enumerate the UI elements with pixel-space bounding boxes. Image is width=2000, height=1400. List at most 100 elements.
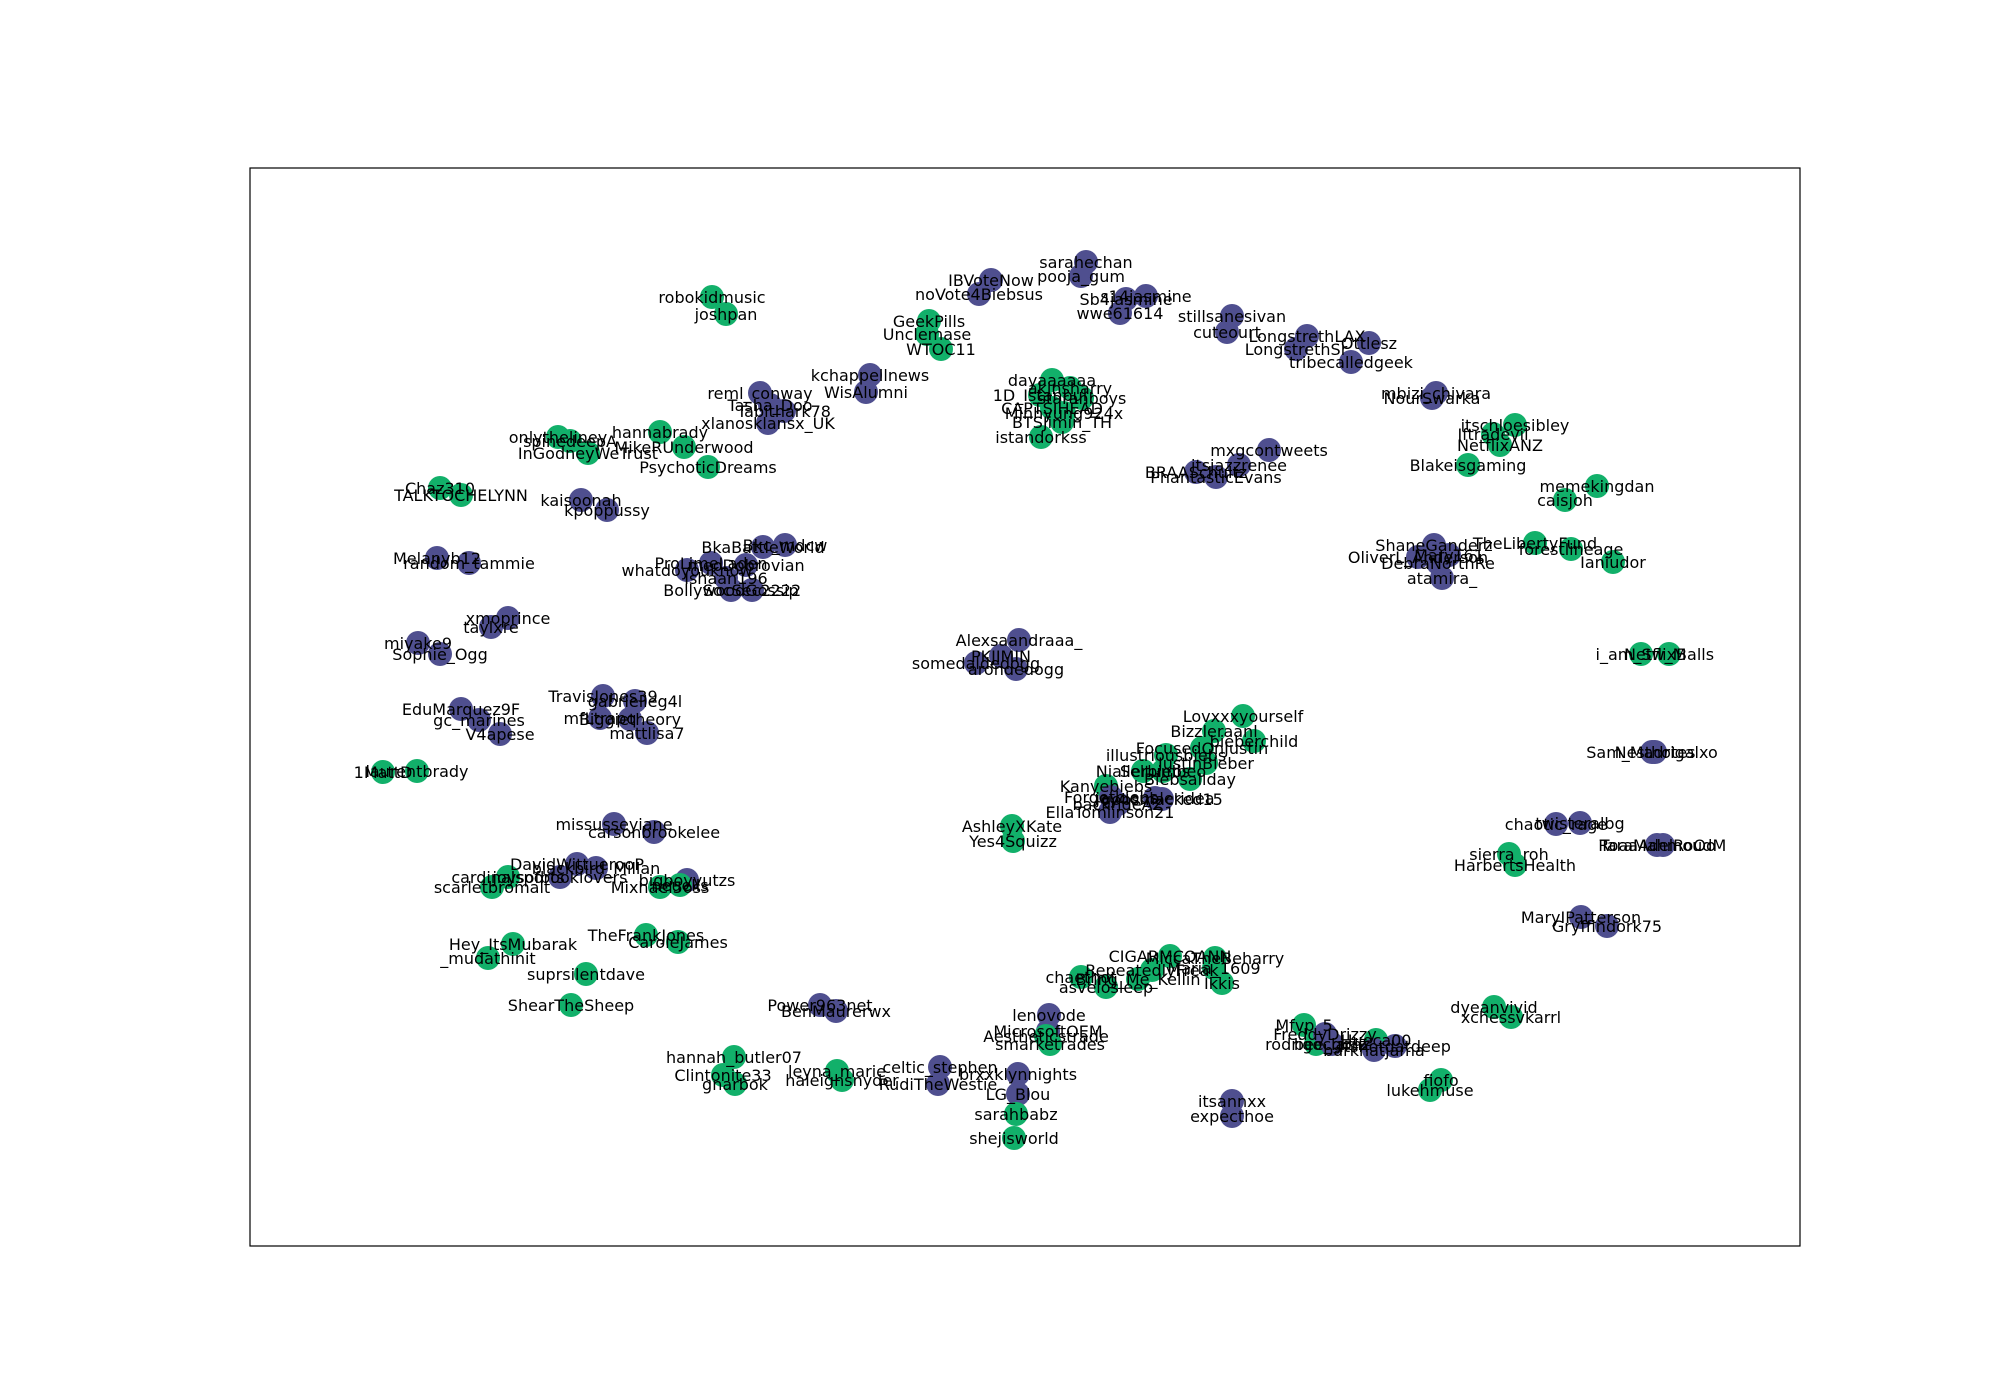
node-label: dyeanvivid	[1450, 998, 1537, 1017]
node-label: Clintonite33	[674, 1066, 771, 1085]
graph-node	[756, 411, 780, 435]
graph-node	[1313, 1022, 1337, 1046]
node-label: itschloesibley	[1461, 416, 1570, 435]
graph-node	[1126, 967, 1150, 991]
node-label: mbizi_chivara	[1381, 384, 1491, 404]
node-label: joysofbooklovers	[492, 868, 628, 887]
node-label: _mudathinit	[439, 949, 535, 969]
node-label: mxgcontweets	[1210, 441, 1328, 460]
graph-node	[1006, 1062, 1030, 1086]
node-label: Power963net	[767, 996, 872, 1015]
node-label: InGodneyWeTrust	[518, 444, 658, 463]
node-label: Sophie_Ogg	[392, 645, 487, 665]
node-label: backrideAZ	[1073, 795, 1164, 814]
node-label: asvelosleep	[1059, 978, 1153, 997]
graph-node	[565, 852, 589, 876]
graph-node	[1038, 1032, 1062, 1056]
node-label: BRAASchultz	[1145, 463, 1247, 482]
node-label: SocSec2222	[703, 581, 801, 600]
graph-node	[1585, 474, 1609, 498]
node-label: LongstrethSr	[1245, 340, 1348, 359]
graph-node	[734, 553, 758, 577]
graph-node	[1227, 453, 1251, 477]
graph-node	[1029, 425, 1053, 449]
graph-node	[1657, 642, 1681, 666]
node-label: sarahbabz	[974, 1105, 1057, 1124]
graph-node	[722, 1045, 746, 1069]
node-label: shejisworld	[969, 1129, 1059, 1148]
graph-node	[1553, 488, 1577, 512]
graph-node	[1257, 438, 1281, 462]
node-label: meoDobrovian	[687, 556, 804, 575]
node-label: lukehmuse	[1386, 1081, 1473, 1100]
graph-node	[830, 1068, 854, 1092]
node-label: taylxre	[463, 618, 519, 637]
graph-node	[428, 642, 452, 666]
node-label: missusseyiane	[555, 815, 672, 834]
node-label: HarbertsHealth	[1454, 856, 1576, 875]
node-layer	[371, 250, 1681, 1150]
graph-node	[1357, 331, 1381, 355]
node-label: scarletbromalt	[434, 878, 550, 897]
node-label: Nesthotes	[1615, 743, 1696, 762]
node-label: TaraMahmoudM	[1599, 836, 1727, 855]
node-label: atamira_	[1407, 569, 1478, 589]
node-label: xmoprince	[466, 609, 551, 628]
node-label: MicrosoftOEM	[993, 1022, 1102, 1041]
node-label: Bkc_mdcw	[743, 536, 828, 556]
node-label: gobsmacked15	[1101, 790, 1223, 809]
graph-node	[648, 875, 672, 899]
graph-node	[1242, 729, 1266, 753]
node-label: kpoppussy	[564, 501, 650, 520]
node-label: carsonbrookelee	[588, 823, 720, 842]
graph-node	[642, 820, 666, 844]
graph-node	[699, 551, 723, 575]
graph-node	[1001, 829, 1025, 853]
graph-node	[1194, 751, 1218, 775]
node-label: NetflixBalls	[1624, 645, 1714, 664]
graph-node	[668, 873, 692, 897]
node-label: smarketrades	[995, 1035, 1105, 1054]
node-label: arondedogg	[968, 660, 1064, 679]
node-label: EduMarquez9F	[402, 700, 520, 719]
node-label: Itsnotdatdeep	[1339, 1037, 1451, 1056]
graph-node	[1284, 337, 1308, 361]
graph-node	[700, 285, 724, 309]
node-label: chaotic_rage	[1505, 815, 1607, 835]
graph-node	[1184, 460, 1208, 484]
node-label: pooja_gum	[1037, 267, 1125, 287]
graph-node	[1503, 853, 1527, 877]
node-label: robokidmusic	[658, 288, 765, 307]
node-label: i_am_Sw_M	[1596, 645, 1687, 665]
graph-node	[1178, 767, 1202, 791]
node-label: chaethot	[1045, 968, 1116, 987]
node-label: s14jasmine	[1100, 287, 1191, 306]
node-label: memekingdan	[1540, 477, 1655, 496]
graph-node	[425, 546, 449, 570]
node-label: Hueca00	[1341, 1031, 1412, 1050]
graph-node	[449, 483, 473, 507]
graph-node	[479, 615, 503, 639]
node-label: bieberchild	[1210, 732, 1299, 751]
graph-node	[1420, 386, 1444, 410]
node-label: LG_Blou	[986, 1085, 1051, 1105]
node-label: Alexsaandraaa_	[956, 631, 1084, 651]
graph-node	[488, 722, 512, 746]
node-label: fiofo	[1423, 1071, 1458, 1090]
graph-node	[559, 993, 583, 1017]
graph-node	[1007, 628, 1031, 652]
node-label: NourSwarka	[1384, 389, 1481, 408]
graph-node	[1108, 301, 1132, 325]
node-label: ShearTheSheep	[508, 996, 634, 1015]
node-label: noVote4Biebsus	[915, 285, 1043, 304]
node-label: Bizzleraanl	[1170, 722, 1257, 741]
graph-node	[929, 337, 953, 361]
node-label: haleighsnyder	[785, 1071, 899, 1090]
node-label: leyna_marie	[788, 1062, 886, 1082]
node-label: FocusedOnJustin	[1136, 739, 1268, 758]
graph-node	[623, 689, 647, 713]
node-label: Yes4Squizz	[968, 832, 1057, 851]
node-label: Gryffindork75	[1552, 917, 1662, 936]
graph-node	[1220, 1104, 1244, 1128]
node-label: brxxklynnights	[959, 1065, 1077, 1084]
